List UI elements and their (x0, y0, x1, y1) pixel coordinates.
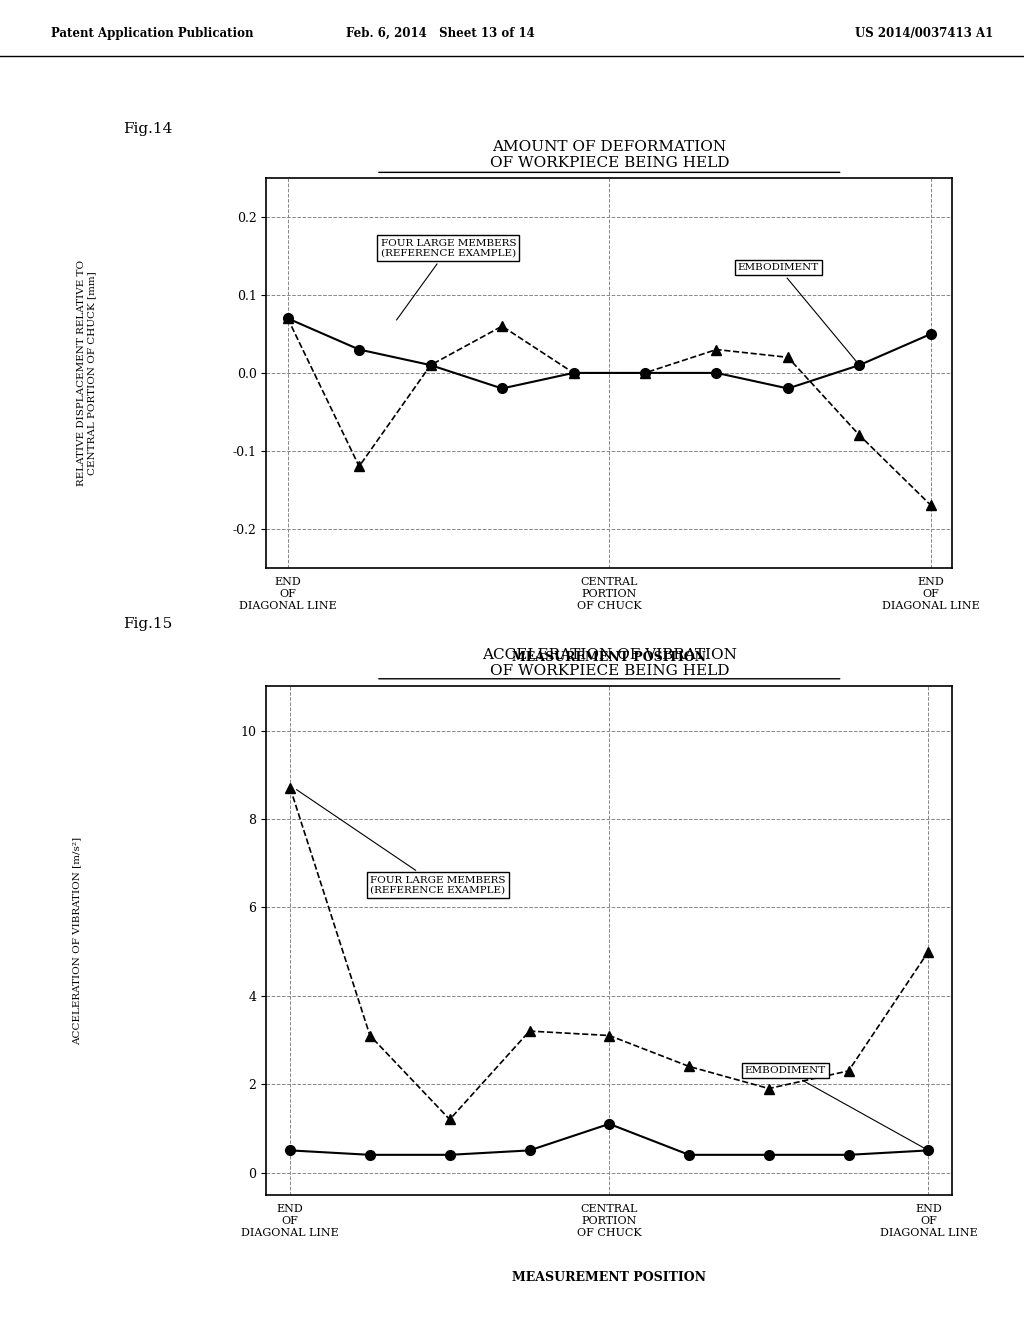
Title: ACCELERATION OF VIBRATION
OF WORKPIECE BEING HELD: ACCELERATION OF VIBRATION OF WORKPIECE B… (482, 648, 736, 678)
Text: Feb. 6, 2014   Sheet 13 of 14: Feb. 6, 2014 Sheet 13 of 14 (346, 26, 535, 40)
Text: RELATIVE DISPLACEMENT RELATIVE TO
CENTRAL PORTION OF CHUCK [mm]: RELATIVE DISPLACEMENT RELATIVE TO CENTRA… (78, 260, 96, 486)
Text: MEASUREMENT POSITION: MEASUREMENT POSITION (512, 651, 707, 664)
Text: EMBODIMENT: EMBODIMENT (738, 263, 858, 363)
Text: US 2014/0037413 A1: US 2014/0037413 A1 (855, 26, 993, 40)
Text: MEASUREMENT POSITION: MEASUREMENT POSITION (512, 1271, 707, 1284)
Text: Patent Application Publication: Patent Application Publication (51, 26, 254, 40)
Text: Fig.14: Fig.14 (123, 121, 172, 136)
Text: FOUR LARGE MEMBERS
(REFERENCE EXAMPLE): FOUR LARGE MEMBERS (REFERENCE EXAMPLE) (381, 239, 516, 319)
Title: AMOUNT OF DEFORMATION
OF WORKPIECE BEING HELD: AMOUNT OF DEFORMATION OF WORKPIECE BEING… (489, 140, 729, 170)
Text: EMBODIMENT: EMBODIMENT (744, 1067, 926, 1148)
Text: FOUR LARGE MEMBERS
(REFERENCE EXAMPLE): FOUR LARGE MEMBERS (REFERENCE EXAMPLE) (297, 789, 506, 895)
Text: ACCELERATION OF VIBRATION [m/s²]: ACCELERATION OF VIBRATION [m/s²] (73, 837, 81, 1044)
Text: Fig.15: Fig.15 (123, 616, 172, 631)
